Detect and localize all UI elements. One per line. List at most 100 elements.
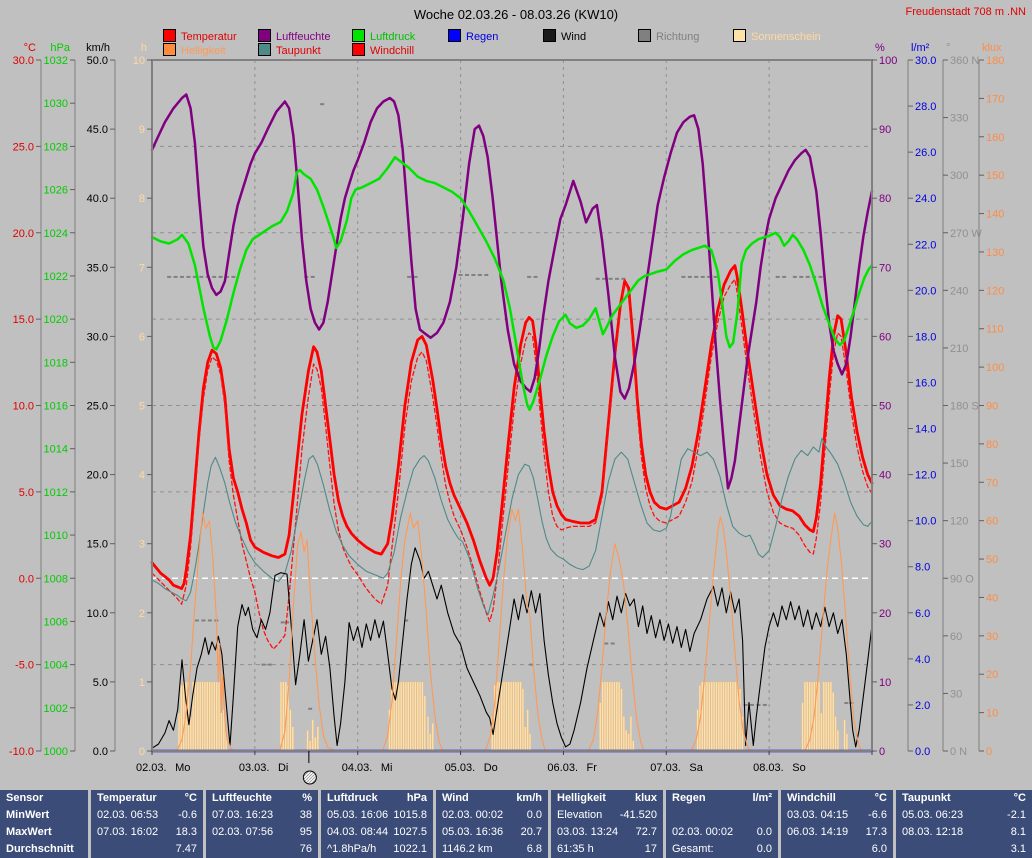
richtung-mark [225, 275, 229, 278]
sensor-row-label: Sensor [6, 792, 44, 804]
axis-label: 0 [139, 746, 145, 758]
luftfeuchte-swatch-icon [258, 29, 271, 42]
richtung-mark [231, 275, 236, 278]
richtung-mark [687, 275, 692, 278]
legend-label: Wind [561, 31, 587, 43]
axis-label: 70 [879, 262, 891, 274]
axis-label: 1006 [44, 616, 68, 628]
axis-label: 07.03. Sa [650, 762, 703, 774]
legend-label: Taupunkt [276, 45, 321, 57]
richtung-mark [782, 275, 787, 278]
sonnenschein-bar [196, 681, 199, 752]
sonnenschein-bar [519, 681, 522, 752]
sonnenschein-bar [505, 681, 508, 752]
table-row: 07.03. 16:02 18.3 [97, 826, 197, 838]
sonnenschein-bar [836, 730, 840, 752]
axis-label: 4.0 [915, 654, 930, 666]
table-header: Regen l/m² [672, 792, 772, 804]
table-col-helligkeit: Helligkeit klux Elevation -41.520 03.03. 13:… [548, 790, 663, 858]
axis-label: 12.0 [915, 470, 936, 482]
axis-label: 5.0 [19, 487, 34, 499]
legend-label: Regen [466, 31, 499, 43]
axis-label: 4 [139, 470, 145, 482]
axis-label: 10.0 [87, 608, 108, 620]
sonnenschein-bar [182, 681, 185, 752]
sonnenschein-bar [314, 736, 317, 752]
table-col-sensor: Sensor MinWert MaxWert Durchschnitt [0, 790, 88, 858]
windchill-swatch-icon [352, 43, 365, 56]
sensor-row-label: MaxWert [6, 826, 52, 838]
axis-label: h [141, 42, 147, 54]
series-luftdruck [150, 155, 874, 412]
axis-label: 35.0 [87, 262, 108, 274]
legend-item-temperatur: Temperatur [163, 29, 237, 43]
helligkeit-swatch-icon [163, 43, 176, 56]
axis-label: 14.0 [915, 424, 936, 436]
sonnenschein-bar [215, 681, 218, 752]
richtung-swatch-icon [638, 29, 651, 42]
axis-label: 100 [986, 362, 1004, 374]
richtung-mark [484, 273, 489, 276]
richtung-mark [792, 275, 797, 278]
table-row: 05.03. 16:06 1015.8 [327, 809, 427, 821]
axis-label: 110 [986, 324, 1004, 336]
richtung-mark [844, 702, 849, 705]
legend-item-richtung: Richtung [638, 29, 699, 43]
legend-item-wind: Wind [543, 29, 587, 43]
axis-label: 7 [139, 262, 145, 274]
axis-label: 8 [139, 193, 145, 205]
sonnenschein-bar [717, 681, 720, 752]
axis-label: 0 [986, 746, 992, 758]
richtung-mark [413, 275, 418, 278]
table-col-regen: Regen l/m² 02.03. 00:02 0.0 Gesamt: 0.0 [663, 790, 778, 858]
richtung-mark [595, 277, 600, 280]
axis-label: 02.03. Mo [136, 762, 190, 774]
table-header: Wind km/h [442, 792, 542, 804]
axis-label: 30 [986, 631, 998, 643]
axis-label: 8.0 [915, 562, 930, 574]
sonnenschein-bar [734, 681, 737, 752]
sonnenschein-bar [526, 709, 529, 752]
sonnenschein-bar [528, 733, 532, 752]
legend-item-regen: Regen [448, 29, 499, 43]
richtung-mark [805, 275, 810, 278]
axis-label: 26.0 [915, 147, 936, 159]
sonnenschein-bar [703, 681, 706, 752]
sonnenschein-bar [822, 681, 825, 752]
sonnenschein-bar [622, 716, 625, 752]
table-row: 76 [299, 843, 312, 855]
axis-label: 180 S [950, 401, 979, 413]
axis-label: klux [982, 42, 1002, 54]
axis-label: 40 [879, 470, 891, 482]
richtung-mark [465, 273, 469, 276]
sonnenschein-bar [502, 681, 506, 752]
axis-label: 5.0 [93, 677, 108, 689]
sonnenschein-bar [724, 681, 727, 752]
luftdruck-swatch-icon [352, 29, 365, 42]
table-header: Windchill °C [787, 792, 887, 804]
sonnenschein-bar [843, 719, 846, 752]
table-row: 1146.2 km 6.8 [442, 843, 542, 855]
richtung-mark [195, 619, 199, 622]
axis-label: 10 [986, 708, 998, 720]
axis-label: 1 [139, 677, 145, 689]
axis-label: 0.0 [19, 573, 34, 585]
richtung-mark [849, 702, 854, 705]
richtung-mark [192, 275, 197, 278]
table-row: 07.03. 16:23 38 [212, 809, 312, 821]
sensor-row-label: MinWert [6, 809, 50, 821]
legend-item-windchill: Windchill [352, 43, 415, 57]
page-title: Woche 02.03.26 - 08.03.26 (KW10) [413, 7, 619, 22]
sonnenschein-bar [608, 681, 611, 752]
axis-label: 1016 [44, 401, 68, 413]
axis-label: 50.0 [87, 55, 108, 67]
axis-label: 20 [879, 608, 891, 620]
sonnenschein-bar [306, 730, 309, 752]
legend-label: Windchill [370, 45, 415, 57]
table-row: Elevation -41.520 [557, 809, 657, 821]
table-row [666, 807, 778, 824]
sonnenschein-bar [311, 719, 314, 752]
sonnenschein-bar [829, 681, 832, 752]
sonnenschein-swatch-icon [733, 29, 746, 42]
sonnenschein-bar [613, 681, 616, 752]
